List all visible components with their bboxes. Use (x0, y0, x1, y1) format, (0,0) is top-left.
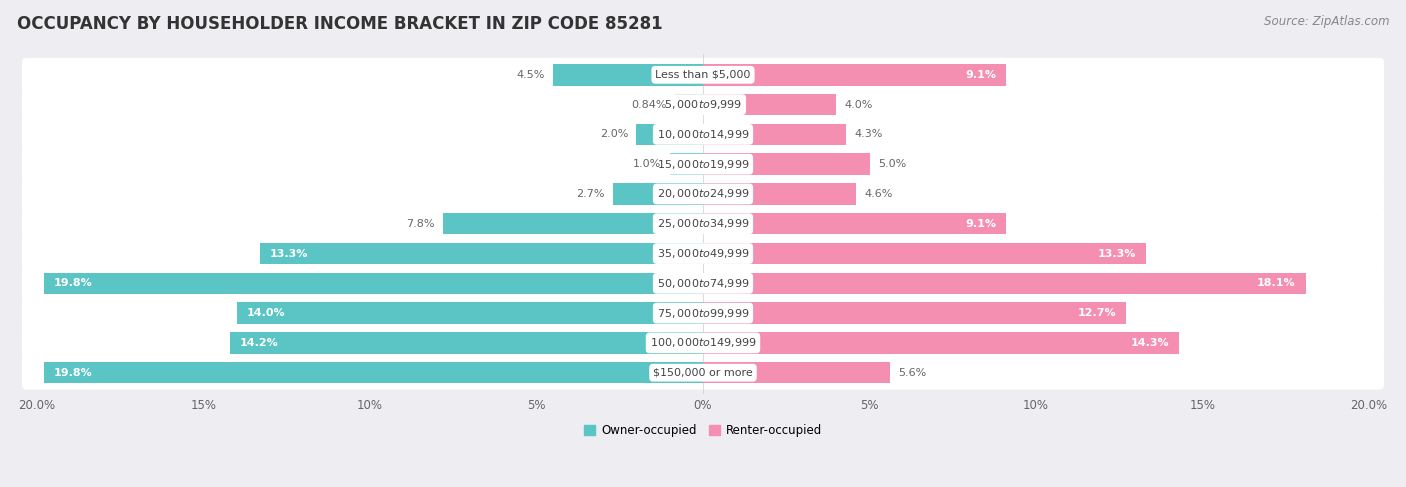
Legend: Owner-occupied, Renter-occupied: Owner-occupied, Renter-occupied (579, 419, 827, 442)
Text: 14.2%: 14.2% (240, 338, 278, 348)
Text: 9.1%: 9.1% (965, 219, 995, 229)
Bar (669, 153, 703, 175)
Text: 9.1%: 9.1% (965, 70, 995, 80)
Text: 4.6%: 4.6% (865, 189, 893, 199)
Bar (260, 243, 703, 264)
Text: 7.8%: 7.8% (406, 219, 434, 229)
FancyBboxPatch shape (22, 147, 1384, 181)
Bar (675, 94, 703, 115)
Text: $100,000 to $149,999: $100,000 to $149,999 (650, 337, 756, 349)
Text: 4.0%: 4.0% (845, 100, 873, 110)
Text: $20,000 to $24,999: $20,000 to $24,999 (657, 187, 749, 201)
Text: 14.0%: 14.0% (246, 308, 285, 318)
Text: 5.6%: 5.6% (898, 368, 927, 378)
Text: 19.8%: 19.8% (53, 279, 93, 288)
Text: $50,000 to $74,999: $50,000 to $74,999 (657, 277, 749, 290)
Bar (703, 302, 1126, 324)
Text: 12.7%: 12.7% (1077, 308, 1116, 318)
Bar (443, 213, 703, 234)
Bar (703, 213, 1007, 234)
FancyBboxPatch shape (22, 88, 1384, 122)
Text: $15,000 to $19,999: $15,000 to $19,999 (657, 158, 749, 170)
Text: Less than $5,000: Less than $5,000 (655, 70, 751, 80)
Text: $35,000 to $49,999: $35,000 to $49,999 (657, 247, 749, 260)
Text: OCCUPANCY BY HOUSEHOLDER INCOME BRACKET IN ZIP CODE 85281: OCCUPANCY BY HOUSEHOLDER INCOME BRACKET … (17, 15, 662, 33)
Bar (236, 302, 703, 324)
Text: $10,000 to $14,999: $10,000 to $14,999 (657, 128, 749, 141)
Bar (703, 273, 1306, 294)
Text: 2.7%: 2.7% (576, 189, 605, 199)
FancyBboxPatch shape (22, 237, 1384, 270)
Bar (44, 362, 703, 383)
Bar (703, 124, 846, 145)
Text: 2.0%: 2.0% (600, 130, 628, 139)
Text: 13.3%: 13.3% (270, 248, 308, 259)
Bar (703, 94, 837, 115)
FancyBboxPatch shape (22, 326, 1384, 360)
Bar (553, 64, 703, 86)
FancyBboxPatch shape (22, 266, 1384, 300)
Text: 13.3%: 13.3% (1098, 248, 1136, 259)
Bar (613, 183, 703, 205)
FancyBboxPatch shape (22, 58, 1384, 92)
Text: $5,000 to $9,999: $5,000 to $9,999 (664, 98, 742, 111)
FancyBboxPatch shape (22, 356, 1384, 390)
Text: 4.5%: 4.5% (516, 70, 544, 80)
Bar (703, 332, 1180, 354)
Bar (637, 124, 703, 145)
Bar (703, 362, 890, 383)
Text: 18.1%: 18.1% (1257, 279, 1296, 288)
Bar (44, 273, 703, 294)
Text: $150,000 or more: $150,000 or more (654, 368, 752, 378)
Bar (703, 243, 1146, 264)
FancyBboxPatch shape (22, 207, 1384, 241)
Text: Source: ZipAtlas.com: Source: ZipAtlas.com (1264, 15, 1389, 28)
Text: 1.0%: 1.0% (633, 159, 661, 169)
Text: $25,000 to $34,999: $25,000 to $34,999 (657, 217, 749, 230)
Text: 19.8%: 19.8% (53, 368, 93, 378)
FancyBboxPatch shape (22, 177, 1384, 211)
Bar (703, 183, 856, 205)
Text: $75,000 to $99,999: $75,000 to $99,999 (657, 307, 749, 319)
FancyBboxPatch shape (22, 296, 1384, 330)
Bar (703, 64, 1007, 86)
Text: 0.84%: 0.84% (631, 100, 666, 110)
Text: 5.0%: 5.0% (877, 159, 905, 169)
FancyBboxPatch shape (22, 117, 1384, 151)
Bar (703, 153, 869, 175)
Text: 14.3%: 14.3% (1130, 338, 1170, 348)
Bar (231, 332, 703, 354)
Text: 4.3%: 4.3% (855, 130, 883, 139)
